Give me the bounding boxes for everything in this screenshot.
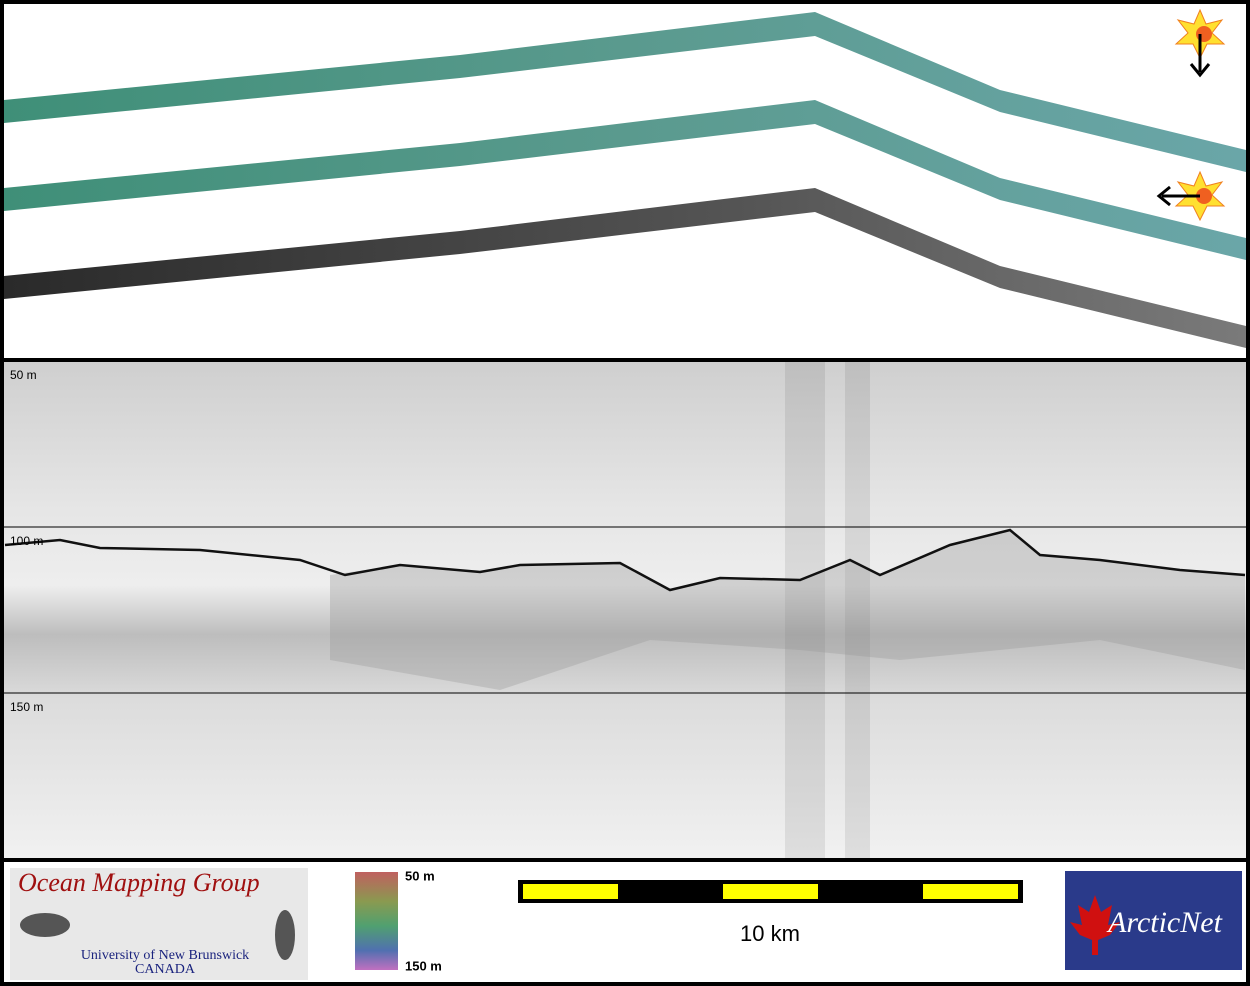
depth-label: 50 m <box>10 368 37 382</box>
noise-band <box>845 362 870 858</box>
logo-graphic <box>275 910 295 960</box>
sub-bottom <box>330 530 1245 690</box>
logo-country: CANADA <box>135 962 196 977</box>
colorbar-label: 150 m <box>405 958 442 973</box>
colorbar <box>355 872 398 970</box>
scale-segment <box>523 884 618 899</box>
noise-band <box>785 362 825 858</box>
logo-title: Ocean Mapping Group <box>18 868 260 897</box>
colorbar-label: 50 m <box>405 868 435 883</box>
backscatter-strip <box>4 188 1246 348</box>
swath-strip <box>4 100 1246 260</box>
scale-segment <box>923 884 1018 899</box>
logo-title: ArcticNet <box>1106 906 1223 939</box>
logo-graphic <box>20 913 70 937</box>
sun-icon <box>1174 8 1226 78</box>
depth-label: 150 m <box>10 700 43 714</box>
scale-label: 10 km <box>740 921 800 946</box>
scale-segment <box>723 884 818 899</box>
logo-subtitle: University of New Brunswick <box>81 948 249 963</box>
depth-label: 100 m <box>10 534 43 548</box>
swath-strip <box>4 12 1246 172</box>
maple-leaf <box>1070 895 1120 955</box>
sun-icon <box>1156 170 1226 222</box>
seismic-panel <box>4 362 1246 858</box>
seafloor <box>4 528 1246 592</box>
